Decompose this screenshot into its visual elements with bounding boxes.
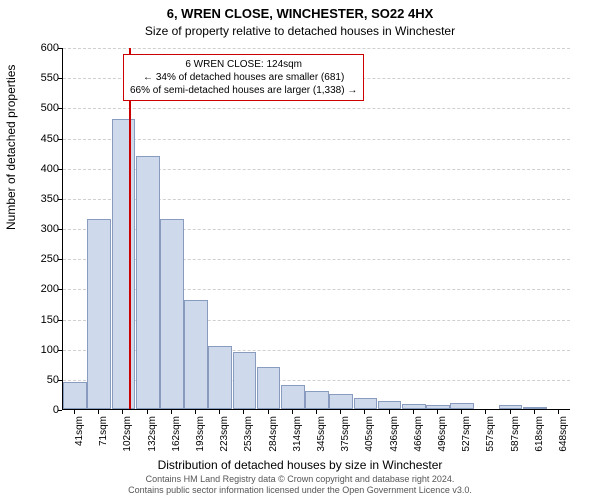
y-tick-label: 100 bbox=[35, 344, 59, 356]
y-tick-label: 250 bbox=[35, 253, 59, 265]
x-tick-label: 102sqm bbox=[122, 416, 133, 464]
annotation-box: 6 WREN CLOSE: 124sqm ← 34% of detached h… bbox=[123, 54, 364, 101]
y-tick-label: 400 bbox=[35, 163, 59, 175]
x-tick-label: 284sqm bbox=[268, 416, 279, 464]
histogram-bar bbox=[499, 405, 523, 409]
x-tick-mark bbox=[195, 410, 196, 414]
grid-line bbox=[63, 108, 570, 109]
histogram-bar bbox=[112, 119, 136, 409]
x-tick-mark bbox=[98, 410, 99, 414]
x-tick-mark bbox=[510, 410, 511, 414]
y-tick-label: 200 bbox=[35, 283, 59, 295]
x-tick-label: 436sqm bbox=[389, 416, 400, 464]
histogram-bar bbox=[160, 219, 184, 409]
x-tick-mark bbox=[243, 410, 244, 414]
x-tick-label: 71sqm bbox=[98, 416, 109, 464]
x-tick-label: 41sqm bbox=[74, 416, 85, 464]
y-tick-label: 50 bbox=[35, 374, 59, 386]
x-tick-label: 193sqm bbox=[195, 416, 206, 464]
x-axis-label: Distribution of detached houses by size … bbox=[0, 458, 600, 472]
histogram-bar bbox=[426, 405, 450, 409]
grid-line bbox=[63, 139, 570, 140]
x-tick-mark bbox=[413, 410, 414, 414]
y-tick-label: 300 bbox=[35, 223, 59, 235]
y-tick-label: 350 bbox=[35, 193, 59, 205]
histogram-bar bbox=[378, 401, 402, 409]
histogram-bar bbox=[63, 382, 87, 409]
x-tick-label: 405sqm bbox=[364, 416, 375, 464]
x-tick-label: 132sqm bbox=[147, 416, 158, 464]
y-tick-label: 0 bbox=[35, 404, 59, 416]
footer-attribution: Contains HM Land Registry data © Crown c… bbox=[0, 474, 600, 496]
footer-line-1: Contains HM Land Registry data © Crown c… bbox=[0, 474, 600, 485]
y-tick-label: 500 bbox=[35, 102, 59, 114]
y-tick-label: 450 bbox=[35, 133, 59, 145]
histogram-bar bbox=[450, 403, 474, 409]
x-tick-label: 253sqm bbox=[243, 416, 254, 464]
y-tick-label: 550 bbox=[35, 72, 59, 84]
x-tick-mark bbox=[74, 410, 75, 414]
grid-line bbox=[63, 48, 570, 49]
x-tick-mark bbox=[437, 410, 438, 414]
histogram-bar bbox=[233, 352, 257, 409]
x-tick-label: 162sqm bbox=[171, 416, 182, 464]
y-axis-label: Number of detached properties bbox=[4, 65, 18, 230]
histogram-bar bbox=[184, 300, 208, 409]
histogram-bar bbox=[136, 156, 160, 409]
histogram-bar bbox=[281, 385, 305, 409]
chart-title: 6, WREN CLOSE, WINCHESTER, SO22 4HX bbox=[0, 6, 600, 21]
x-tick-mark bbox=[122, 410, 123, 414]
histogram-bar bbox=[402, 404, 426, 409]
x-tick-mark bbox=[219, 410, 220, 414]
x-tick-mark bbox=[485, 410, 486, 414]
histogram-bar bbox=[257, 367, 281, 409]
x-tick-label: 466sqm bbox=[413, 416, 424, 464]
x-tick-mark bbox=[147, 410, 148, 414]
histogram-bar bbox=[87, 219, 111, 409]
annotation-line-1: 6 WREN CLOSE: 124sqm bbox=[130, 58, 357, 71]
x-tick-mark bbox=[389, 410, 390, 414]
y-tick-mark bbox=[58, 410, 62, 411]
x-tick-label: 496sqm bbox=[437, 416, 448, 464]
plot-area: 6 WREN CLOSE: 124sqm ← 34% of detached h… bbox=[62, 48, 570, 410]
y-tick-label: 600 bbox=[35, 42, 59, 54]
histogram-chart: 6, WREN CLOSE, WINCHESTER, SO22 4HX Size… bbox=[0, 0, 600, 500]
x-tick-label: 314sqm bbox=[292, 416, 303, 464]
histogram-bar bbox=[523, 407, 547, 409]
x-tick-mark bbox=[534, 410, 535, 414]
x-tick-label: 345sqm bbox=[316, 416, 327, 464]
x-tick-label: 557sqm bbox=[485, 416, 496, 464]
histogram-bar bbox=[305, 391, 329, 409]
x-tick-label: 223sqm bbox=[219, 416, 230, 464]
x-tick-mark bbox=[558, 410, 559, 414]
chart-subtitle: Size of property relative to detached ho… bbox=[0, 24, 600, 38]
x-tick-label: 375sqm bbox=[340, 416, 351, 464]
x-tick-label: 618sqm bbox=[534, 416, 545, 464]
x-tick-mark bbox=[340, 410, 341, 414]
x-tick-mark bbox=[268, 410, 269, 414]
x-tick-mark bbox=[171, 410, 172, 414]
histogram-bar bbox=[329, 394, 353, 409]
annotation-line-3: 66% of semi-detached houses are larger (… bbox=[130, 84, 357, 97]
x-tick-mark bbox=[316, 410, 317, 414]
footer-line-2: Contains public sector information licen… bbox=[0, 485, 600, 496]
x-tick-label: 527sqm bbox=[461, 416, 472, 464]
annotation-line-2: ← 34% of detached houses are smaller (68… bbox=[130, 71, 357, 84]
x-tick-mark bbox=[364, 410, 365, 414]
histogram-bar bbox=[208, 346, 232, 409]
histogram-bar bbox=[354, 398, 378, 409]
x-tick-mark bbox=[292, 410, 293, 414]
y-tick-label: 150 bbox=[35, 314, 59, 326]
indicator-line bbox=[129, 48, 131, 409]
x-tick-label: 587sqm bbox=[510, 416, 521, 464]
x-tick-mark bbox=[461, 410, 462, 414]
x-tick-label: 648sqm bbox=[558, 416, 569, 464]
